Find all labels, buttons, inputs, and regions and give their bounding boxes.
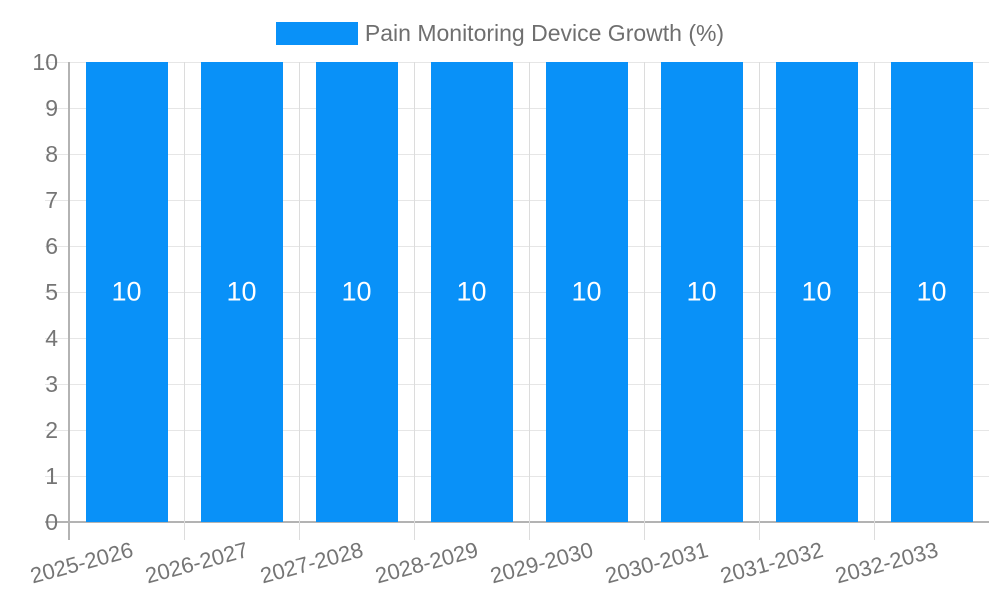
h-gridline [45, 108, 989, 109]
y-tick-label: 2 [45, 417, 58, 443]
v-gridline [299, 62, 300, 540]
y-tick-label: 4 [45, 325, 58, 351]
x-tick-label: 2031-2032 [717, 537, 826, 589]
h-gridline [45, 246, 989, 247]
bar: 10 [430, 62, 513, 522]
x-tick-label: 2028-2029 [372, 537, 481, 589]
v-gridline [874, 62, 875, 540]
legend-label: Pain Monitoring Device Growth (%) [364, 19, 725, 46]
bar-value-label: 10 [226, 276, 257, 307]
h-gridline [45, 476, 989, 477]
h-gridline [45, 384, 989, 385]
y-tick-label: 8 [45, 141, 58, 167]
bar-value-label: 10 [111, 276, 142, 307]
bar: 10 [200, 62, 283, 522]
x-tick-label: 2026-2027 [142, 537, 251, 589]
legend: Pain Monitoring Device Growth (%) [0, 20, 1000, 46]
bar-value-label: 10 [456, 276, 487, 307]
v-gridline [644, 62, 645, 540]
v-gridline [759, 62, 760, 540]
legend-swatch [275, 21, 358, 45]
y-tick-label: 6 [45, 233, 58, 259]
y-axis-line [68, 62, 70, 540]
bar: 10 [85, 62, 168, 522]
y-tick-label: 5 [45, 279, 58, 305]
y-tick-label: 9 [45, 95, 58, 121]
bar-value-label: 10 [341, 276, 372, 307]
h-gridline [45, 62, 989, 63]
bar: 10 [890, 62, 973, 522]
y-tick-label: 10 [32, 49, 58, 75]
y-tick-label: 0 [45, 509, 58, 535]
h-gridline [45, 338, 989, 339]
bar: 10 [545, 62, 628, 522]
bar: 10 [660, 62, 743, 522]
bar: 10 [315, 62, 398, 522]
bar-value-label: 10 [571, 276, 602, 307]
v-gridline [414, 62, 415, 540]
y-tick-label: 1 [45, 463, 58, 489]
x-tick-label: 2025-2026 [27, 537, 136, 589]
x-tick-label: 2030-2031 [602, 537, 711, 589]
h-gridline [45, 154, 989, 155]
x-tick-label: 2029-2030 [487, 537, 596, 589]
bar-value-label: 10 [686, 276, 717, 307]
y-tick-label: 3 [45, 371, 58, 397]
y-tick-label: 7 [45, 187, 58, 213]
bar-value-label: 10 [801, 276, 832, 307]
v-gridline [529, 62, 530, 540]
h-gridline [45, 200, 989, 201]
x-tick-label: 2027-2028 [257, 537, 366, 589]
v-gridline [184, 62, 185, 540]
x-axis-baseline [45, 521, 989, 523]
x-tick-label: 2032-2033 [832, 537, 941, 589]
h-gridline [45, 292, 989, 293]
h-gridline [45, 430, 989, 431]
bar: 10 [775, 62, 858, 522]
bar-value-label: 10 [916, 276, 947, 307]
